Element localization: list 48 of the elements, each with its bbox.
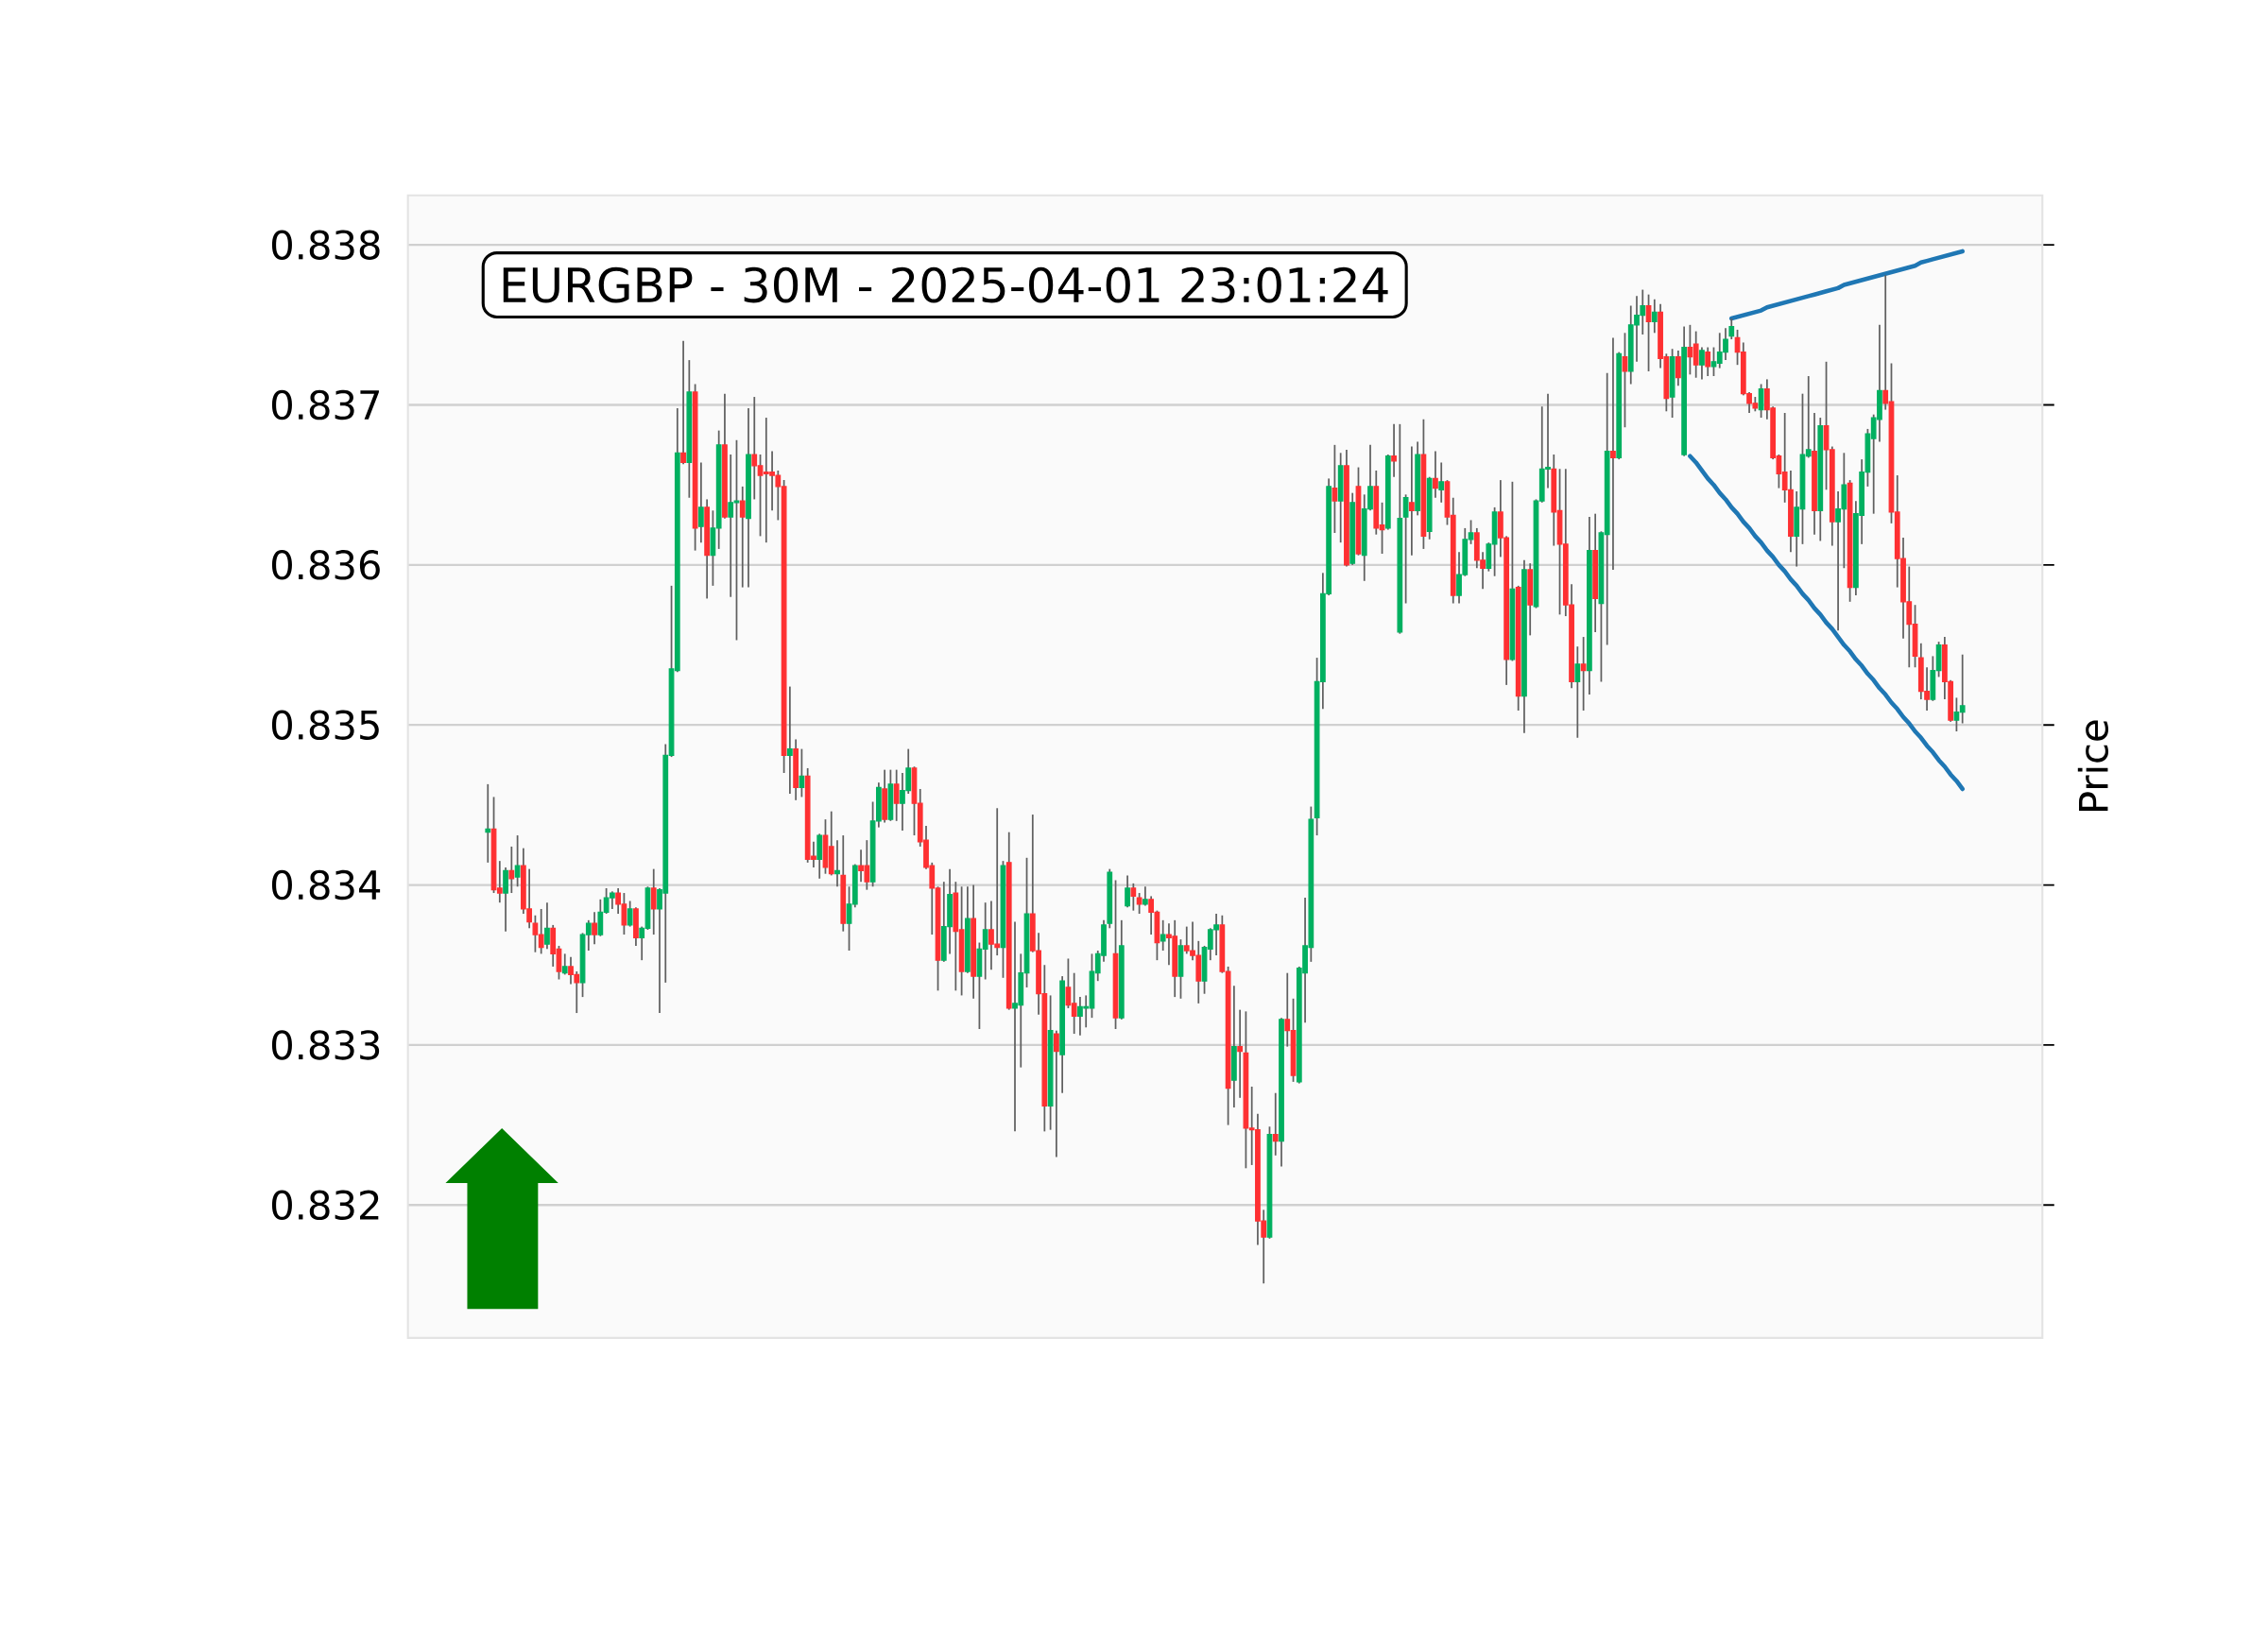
candlestick [1758,383,1764,419]
candlestick [697,461,704,544]
candlestick [1651,298,1658,335]
candlestick [627,900,633,928]
candlestick [514,834,521,888]
candlestick [561,952,568,976]
y-axis-title: Price [2077,720,2109,811]
candlestick [1125,874,1130,909]
candlestick [1574,645,1581,739]
y-tick-label: 0.836 [271,550,380,580]
candlestick [503,866,508,933]
candlestick [1675,350,1681,387]
candlestick [1705,346,1711,377]
y-tick-label: 0.833 [271,1030,380,1060]
candlestick [1728,317,1735,340]
candlestick [799,747,805,798]
y-tick-label: 0.835 [271,710,379,740]
candlestick [508,846,515,894]
candlestick [1136,892,1143,915]
candlestick [786,685,793,795]
text: EURGBP - 30M - 2025-04-01 23:01:24 [503,266,1388,303]
y-tick-label: 0.837 [271,389,379,420]
candlestick [1142,885,1148,907]
candlestick [1433,450,1438,499]
candlestick [893,768,900,822]
candlestick [1130,883,1137,912]
candlestick [1053,1029,1059,1158]
candlestick [1402,493,1409,605]
candlestick [1272,1091,1279,1157]
candlestick [739,486,746,589]
candlestick [650,867,657,935]
candlestick [544,901,550,951]
candlestick [1391,422,1397,478]
candlestick [485,783,491,864]
candlestick [1580,636,1587,712]
candlestick [592,911,597,946]
candlestick [1408,445,1415,557]
candlestick [680,339,686,466]
candlestick [1237,1008,1244,1099]
candlestick [1610,336,1616,571]
y-tick-label: 0.834 [271,869,381,901]
candlestick [1622,332,1628,429]
candlestick [834,839,840,888]
candlestick [1438,461,1445,504]
y-tick-label: 0.832 [271,1190,379,1221]
y-tick-label: 0.838 [271,230,380,260]
candlestick [1160,918,1166,952]
candlestick [1699,346,1705,381]
